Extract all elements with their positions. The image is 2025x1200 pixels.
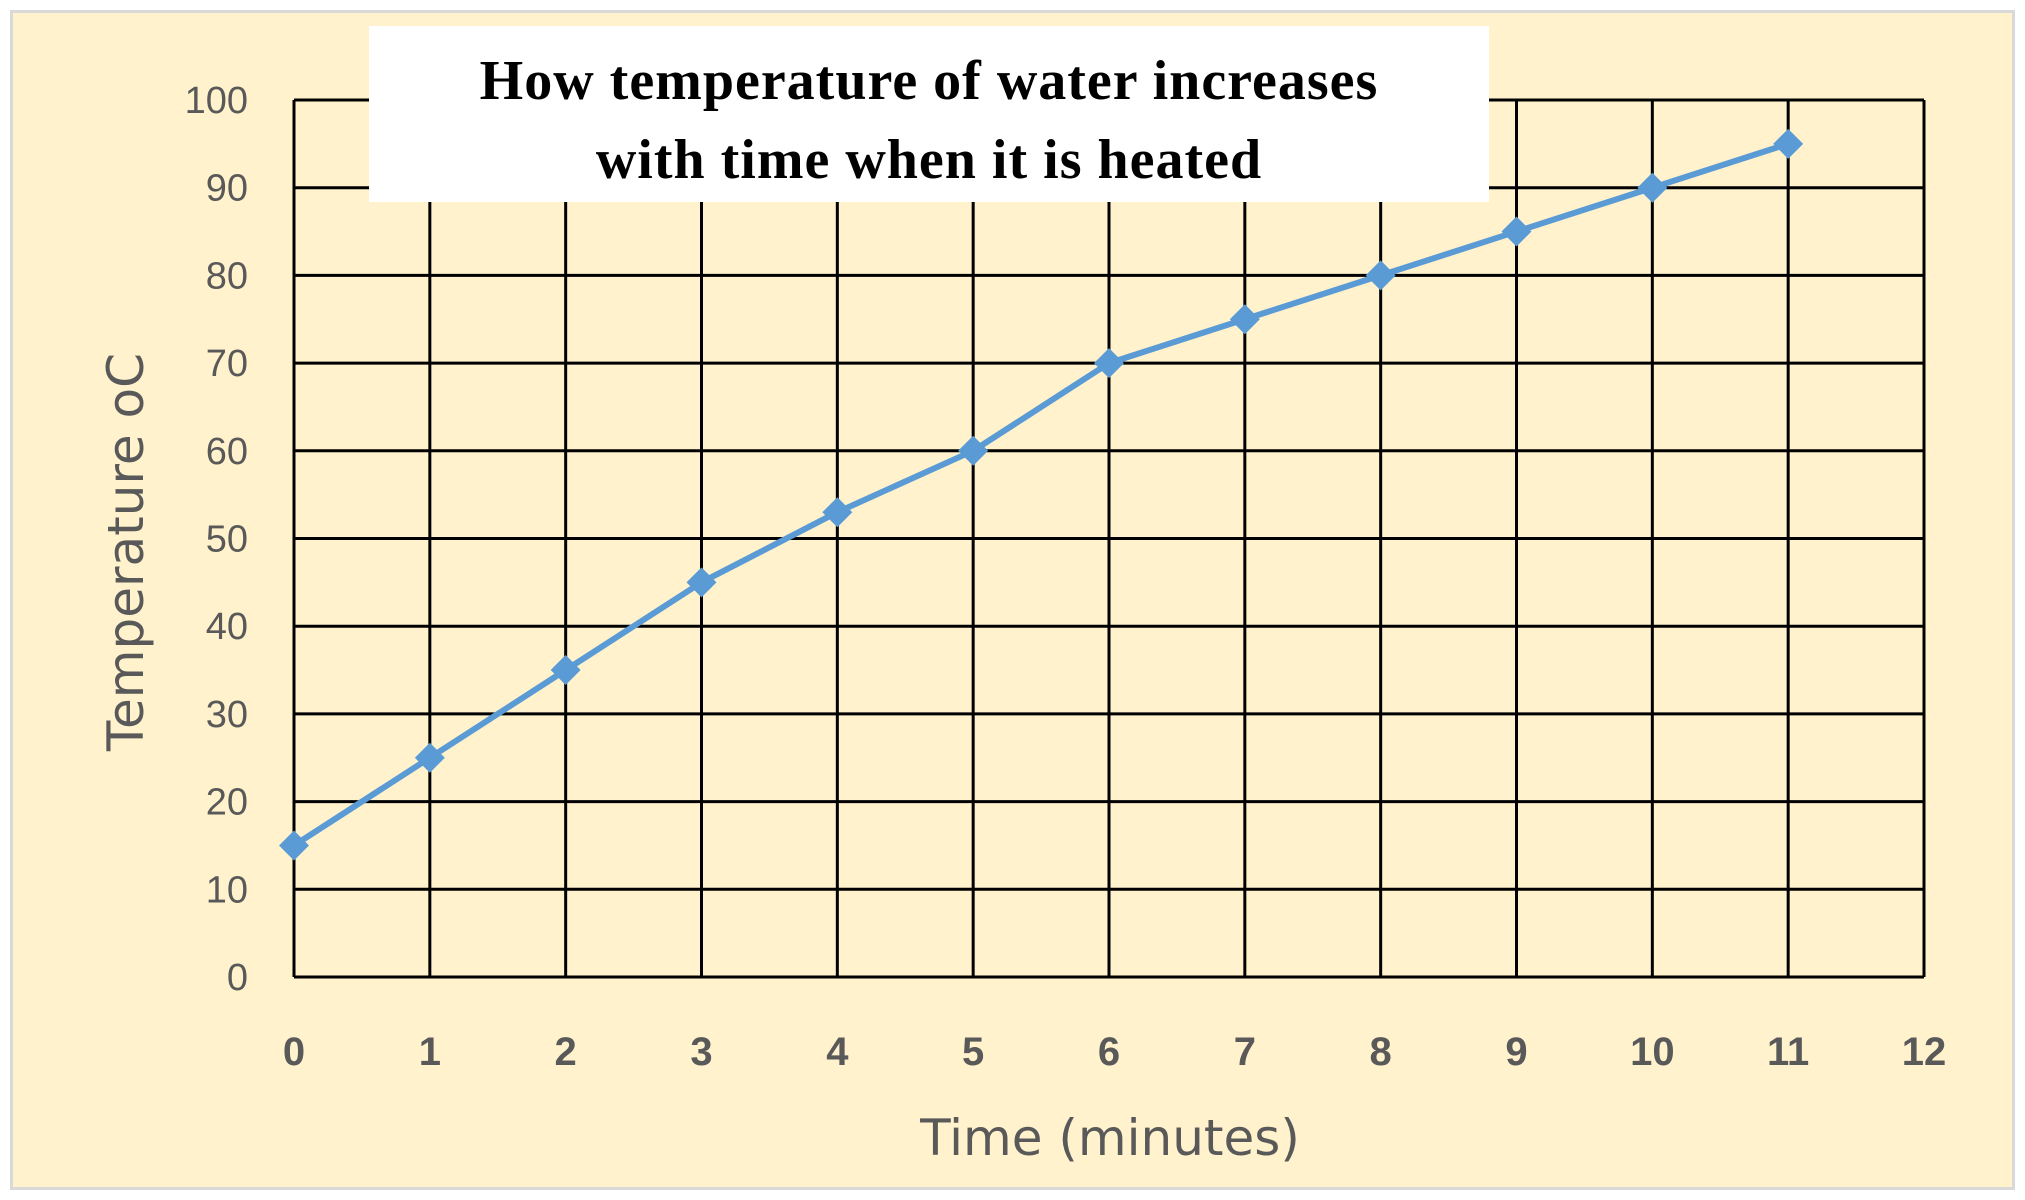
data-point: [1365, 260, 1396, 291]
y-tick-label: 60: [206, 431, 248, 473]
x-tick-label: 1: [419, 1030, 441, 1074]
x-tick-label: 0: [283, 1030, 305, 1074]
data-point: [1501, 216, 1532, 247]
y-axis-ticks: 0 10 20 30 40 50 60 70 80 90 100: [185, 80, 248, 999]
chart-frame: [10, 10, 2015, 1190]
data-point: [550, 655, 581, 686]
y-tick-label: 90: [206, 168, 248, 210]
x-tick-label: 7: [1234, 1030, 1256, 1074]
series-temperature: [279, 128, 1804, 861]
data-point: [1094, 348, 1124, 379]
x-tick-label: 5: [962, 1030, 984, 1074]
data-point: [279, 830, 309, 861]
y-tick-label: 70: [206, 343, 248, 385]
x-tick-label: 4: [826, 1030, 849, 1074]
x-tick-label: 11: [1767, 1030, 1809, 1074]
x-tick-label: 8: [1370, 1030, 1392, 1074]
x-tick-label: 6: [1098, 1030, 1120, 1074]
chart-background: [13, 13, 2012, 1187]
data-point: [958, 435, 989, 466]
x-axis-title: Time (minutes): [919, 1109, 1300, 1167]
x-tick-label: 10: [1630, 1030, 1675, 1074]
x-tick-label: 2: [555, 1030, 577, 1074]
y-tick-label: 20: [206, 782, 248, 824]
data-point: [414, 742, 445, 773]
data-point: [1229, 304, 1260, 335]
x-axis-ticks: 0 1 2 3 4 5 6 7 8 9 10 11 12: [283, 1030, 1946, 1074]
title-box: [369, 26, 1489, 202]
y-tick-label: 40: [206, 606, 248, 648]
data-point: [1637, 172, 1668, 203]
y-tick-label: 100: [185, 80, 248, 122]
data-point: [822, 497, 853, 528]
y-tick-label: 30: [206, 694, 248, 736]
chart-title-line-2: with time when it is heated: [596, 129, 1262, 191]
x-tick-label: 3: [690, 1030, 712, 1074]
y-tick-label: 80: [206, 255, 248, 297]
data-point: [1773, 128, 1804, 159]
x-tick-label: 9: [1505, 1030, 1527, 1074]
y-tick-label: 50: [206, 519, 248, 561]
y-tick-label: 0: [227, 957, 248, 999]
data-point: [686, 567, 717, 598]
x-tick-label: 12: [1902, 1030, 1947, 1074]
chart-title-line-1: How temperature of water increases: [480, 50, 1379, 112]
y-tick-label: 10: [206, 869, 248, 911]
y-axis-title: Temperature oC: [97, 353, 155, 752]
series-line: [292, 140, 1790, 848]
